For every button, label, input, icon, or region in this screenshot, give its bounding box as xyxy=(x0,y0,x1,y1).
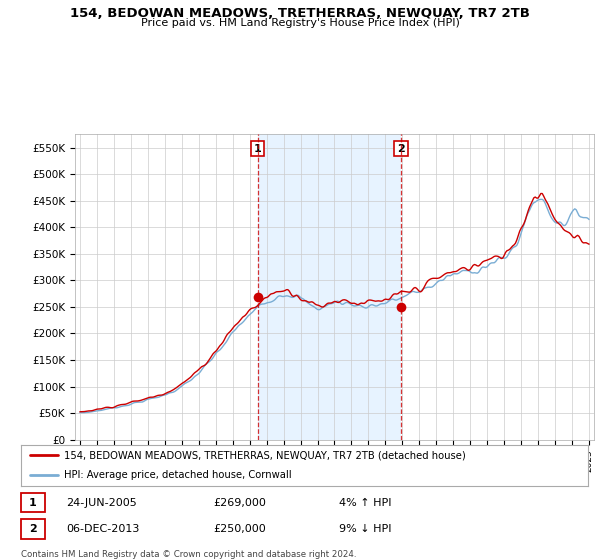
Bar xyxy=(258,134,401,440)
Text: 2: 2 xyxy=(29,524,37,534)
Text: 2: 2 xyxy=(397,143,405,153)
Text: 154, BEDOWAN MEADOWS, TRETHERRAS, NEWQUAY, TR7 2TB (detached house): 154, BEDOWAN MEADOWS, TRETHERRAS, NEWQUA… xyxy=(64,450,465,460)
Text: Price paid vs. HM Land Registry's House Price Index (HPI): Price paid vs. HM Land Registry's House … xyxy=(140,18,460,29)
Text: 154, BEDOWAN MEADOWS, TRETHERRAS, NEWQUAY, TR7 2TB: 154, BEDOWAN MEADOWS, TRETHERRAS, NEWQUA… xyxy=(70,7,530,20)
Text: 06-DEC-2013: 06-DEC-2013 xyxy=(67,524,140,534)
Text: 1: 1 xyxy=(29,498,37,507)
Text: 1: 1 xyxy=(254,143,262,153)
Text: £250,000: £250,000 xyxy=(214,524,266,534)
Text: £269,000: £269,000 xyxy=(214,498,266,507)
Text: Contains HM Land Registry data © Crown copyright and database right 2024.
This d: Contains HM Land Registry data © Crown c… xyxy=(21,550,356,560)
Text: 24-JUN-2005: 24-JUN-2005 xyxy=(67,498,137,507)
Bar xyxy=(21,493,45,512)
Text: 4% ↑ HPI: 4% ↑ HPI xyxy=(338,498,391,507)
Bar xyxy=(21,519,45,539)
Text: 9% ↓ HPI: 9% ↓ HPI xyxy=(338,524,391,534)
Text: HPI: Average price, detached house, Cornwall: HPI: Average price, detached house, Corn… xyxy=(64,470,291,480)
